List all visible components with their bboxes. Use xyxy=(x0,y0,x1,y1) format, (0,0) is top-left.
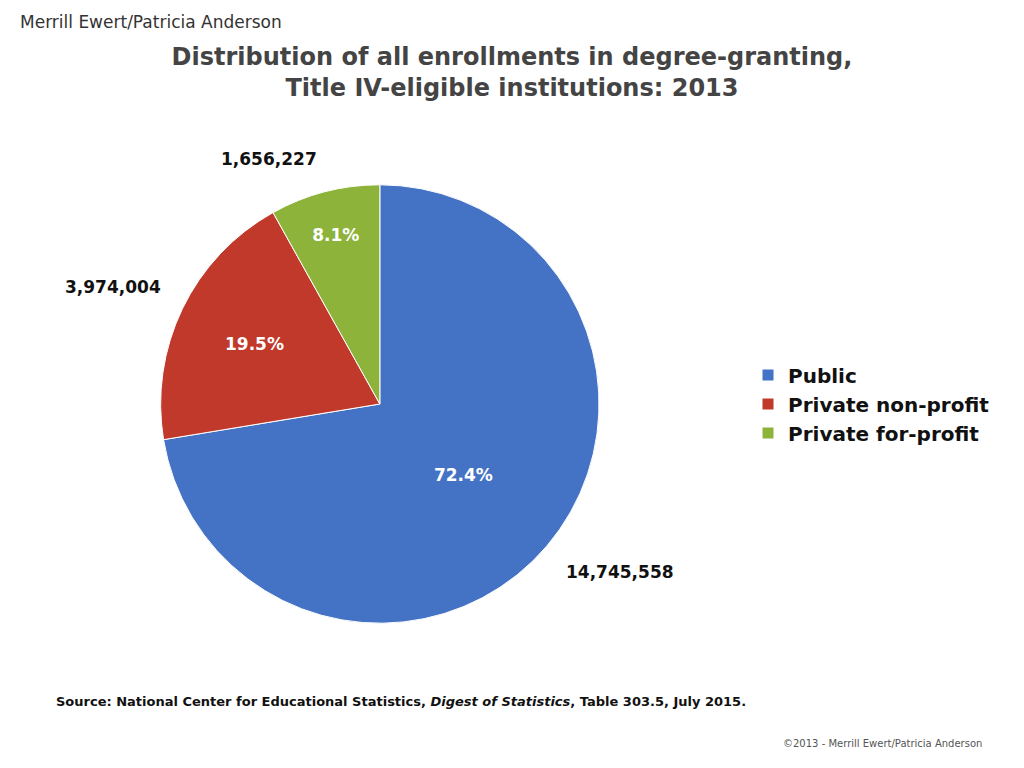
svg-text:©2013 - Merrill Ewert/Patricia: ©2013 - Merrill Ewert/Patricia Anderson xyxy=(783,738,982,749)
svg-text:Source: National Center for Ed: Source: National Center for Educational … xyxy=(56,694,746,709)
svg-text:72.4%: 72.4% xyxy=(434,465,493,485)
svg-text:14,745,558: 14,745,558 xyxy=(566,562,674,582)
svg-text:Public: Public xyxy=(788,364,857,388)
svg-text:Distribution of all enrollment: Distribution of all enrollments in degre… xyxy=(172,43,853,102)
svg-text:1,656,227: 1,656,227 xyxy=(221,149,317,169)
svg-text:3,974,004: 3,974,004 xyxy=(65,277,161,297)
svg-text:19.5%: 19.5% xyxy=(225,334,284,354)
svg-text:Private for-profit: Private for-profit xyxy=(788,422,979,446)
svg-text:8.1%: 8.1% xyxy=(312,225,359,245)
svg-text:Private non-profit: Private non-profit xyxy=(788,393,989,417)
svg-text:Merrill Ewert/Patricia Anderso: Merrill Ewert/Patricia Anderson xyxy=(20,12,282,32)
